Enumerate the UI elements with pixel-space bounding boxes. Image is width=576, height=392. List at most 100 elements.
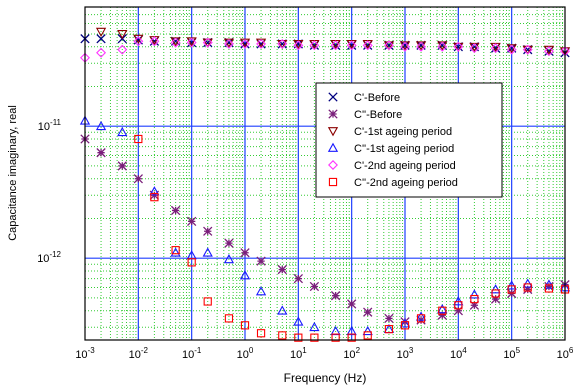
y-axis-label: Capacitance imaginary, real [7, 105, 19, 241]
data-point [384, 313, 394, 324]
data-point [400, 41, 410, 52]
data-point [149, 186, 160, 196]
data-point [437, 41, 448, 52]
data-point [363, 307, 373, 317]
data-point [469, 289, 480, 299]
x-tick-label: 103 [397, 346, 414, 361]
data-point [543, 46, 554, 57]
data-point [330, 291, 341, 301]
data-point [223, 254, 235, 264]
data-point [330, 40, 341, 51]
data-point [416, 41, 427, 52]
x-axis-label: Frequency (Hz) [284, 371, 367, 385]
legend-marker [328, 160, 338, 170]
data-point [170, 37, 181, 48]
data-point [454, 301, 463, 310]
data-point [255, 286, 267, 296]
data-point [187, 216, 197, 227]
data-point [277, 305, 288, 315]
data-point [490, 284, 501, 294]
data-point [239, 270, 251, 280]
legend-label: C''-1st ageing period [354, 143, 454, 155]
data-point [170, 247, 181, 257]
data-point [256, 256, 266, 266]
data-point [437, 310, 447, 320]
data-point [117, 126, 128, 137]
data-point [293, 40, 304, 51]
data-point [522, 45, 533, 56]
y-axis-ticks: 10-11 10-12 [37, 118, 61, 265]
data-point [134, 134, 143, 144]
data-point [309, 321, 320, 332]
data-point [438, 306, 447, 315]
y-tick-label: 10-12 [37, 250, 61, 265]
data-point [96, 47, 107, 58]
data-point [202, 38, 213, 48]
data-point [469, 43, 480, 54]
x-tick-label: 10-1 [182, 346, 202, 361]
data-point [223, 38, 234, 49]
data-point [506, 280, 517, 290]
data-point [202, 37, 213, 48]
data-point [523, 283, 532, 292]
legend-label: C'-1st ageing period [354, 126, 452, 138]
data-point [278, 331, 287, 340]
data-point [187, 258, 196, 267]
x-axis-ticks: 10-3 10-2 10-1 100 101 102 103 104 105 106 [75, 346, 574, 361]
legend-marker [327, 127, 339, 137]
data-point [415, 311, 427, 321]
data-point [453, 41, 464, 52]
data-point [117, 30, 128, 40]
data-point [506, 44, 517, 55]
data-point [346, 40, 357, 51]
legend-marker [327, 142, 339, 152]
data-point [293, 316, 304, 326]
data-point [293, 273, 303, 284]
data-point [117, 161, 127, 171]
data-point [490, 43, 501, 54]
legend-box [315, 82, 503, 198]
series-6 [134, 134, 570, 342]
data-point [277, 39, 287, 49]
data-point [543, 279, 555, 289]
data-point [240, 321, 250, 330]
x-tick-label: 102 [343, 346, 360, 361]
data-point [544, 281, 554, 292]
plot-frame [84, 6, 566, 341]
x-tick-label: 106 [557, 346, 574, 361]
data-point [469, 300, 480, 310]
x-tick-label: 105 [503, 346, 520, 361]
data-point [240, 248, 250, 258]
x-tick-label: 100 [237, 346, 254, 361]
data-point [309, 40, 320, 51]
data-point [362, 325, 373, 336]
data-point [384, 40, 394, 50]
data-point [294, 333, 303, 342]
data-point [256, 329, 266, 338]
data-point [399, 318, 411, 328]
x-tick-label: 10-2 [129, 346, 149, 361]
data-point [453, 42, 463, 52]
legend-marker [328, 92, 338, 102]
data-point [277, 38, 288, 49]
data-point [383, 40, 394, 51]
data-point [453, 306, 463, 316]
data-point [256, 38, 267, 49]
data-point [363, 331, 372, 340]
x-tick-label: 10-3 [75, 346, 95, 361]
data-point [203, 297, 212, 306]
data-point [96, 148, 106, 158]
data-point [96, 34, 106, 44]
data-point [523, 284, 533, 295]
data-point [470, 294, 479, 304]
data-point [171, 246, 180, 255]
data-point [224, 238, 234, 248]
data-point [240, 38, 250, 49]
legend: C'-Before C''-Before C'-1st ageing period C… [315, 82, 503, 198]
data-point [224, 314, 234, 323]
data-point [522, 44, 533, 55]
data-point [95, 27, 107, 38]
data-point [490, 294, 501, 304]
data-point [203, 37, 213, 48]
